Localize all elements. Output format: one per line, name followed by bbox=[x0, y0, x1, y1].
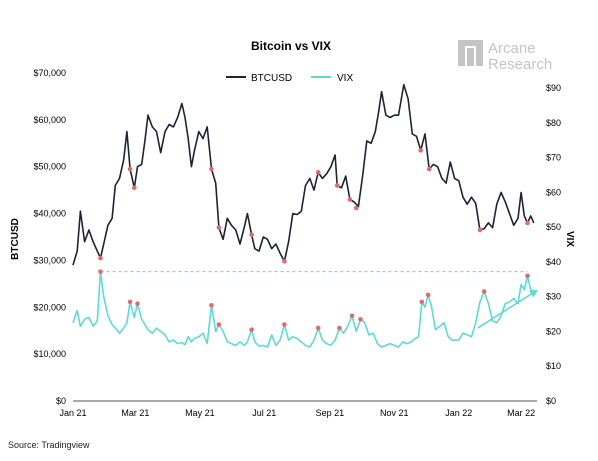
y-right-tick-label: $80 bbox=[546, 118, 561, 128]
y-right-tick-label: $60 bbox=[546, 187, 561, 197]
legend-label-btcusd: BTCUSD bbox=[251, 73, 292, 84]
trend-arrow bbox=[477, 289, 539, 329]
source-note: Source: Tradingview bbox=[8, 440, 90, 450]
vix-marker bbox=[209, 303, 214, 308]
vix-marker bbox=[425, 292, 431, 298]
arcane-logo: Arcane Research bbox=[458, 40, 552, 73]
vix-marker bbox=[349, 313, 355, 319]
vix-marker bbox=[419, 299, 425, 305]
vix-marker bbox=[358, 316, 363, 322]
btc-marker bbox=[98, 255, 103, 261]
x-tick-label: Mar 21 bbox=[121, 408, 149, 418]
vix-marker bbox=[249, 327, 254, 333]
btc-marker bbox=[132, 185, 137, 191]
btc-marker bbox=[525, 220, 530, 226]
x-tick-label: Nov 21 bbox=[380, 408, 409, 418]
x-axis-ticks: Jan 21 Mar 21 May 21 Jul 21 Sep 21 Nov 21 Jan … bbox=[59, 408, 535, 418]
x-tick-label: Mar 22 bbox=[507, 408, 535, 418]
vix-marker bbox=[98, 269, 103, 274]
vix-marker bbox=[337, 325, 342, 331]
x-tick-label: Jan 22 bbox=[445, 408, 472, 418]
y-right-tick-label: $0 bbox=[546, 396, 556, 406]
x-tick-label: Sep 21 bbox=[316, 408, 345, 418]
legend: BTCUSD VIX bbox=[226, 73, 353, 84]
y-axis-right-ticks: $0 $10 $20 $30 $40 $50 $60 $70 $80 $90 bbox=[546, 83, 561, 406]
btc-marker bbox=[347, 197, 353, 202]
vix-marker bbox=[525, 273, 530, 279]
btc-marker bbox=[209, 166, 214, 172]
y-left-tick-label: $70,000 bbox=[33, 68, 66, 78]
logo-line-2: Research bbox=[488, 56, 552, 73]
trend-arrow-head bbox=[529, 289, 539, 298]
btc-marker bbox=[216, 225, 222, 230]
y-right-tick-label: $90 bbox=[546, 83, 561, 93]
vix-marker bbox=[127, 299, 133, 305]
vix-marker bbox=[216, 322, 222, 327]
btc-markers bbox=[98, 148, 530, 264]
btc-marker bbox=[418, 148, 424, 153]
vix-markers bbox=[98, 269, 530, 333]
arcane-logo-icon bbox=[458, 40, 483, 66]
chart-title: Bitcoin vs VIX bbox=[251, 39, 331, 53]
y-axis-left-title: BTCUSD bbox=[10, 218, 21, 260]
x-tick-label: Jan 21 bbox=[59, 408, 86, 418]
vix-marker bbox=[135, 301, 140, 306]
vix-marker bbox=[282, 322, 287, 327]
y-right-tick-label: $50 bbox=[546, 222, 561, 232]
y-right-tick-label: $40 bbox=[546, 257, 561, 267]
y-left-tick-label: $60,000 bbox=[33, 115, 66, 125]
y-right-tick-label: $10 bbox=[546, 361, 561, 371]
y-right-tick-label: $70 bbox=[546, 153, 561, 163]
vix-marker bbox=[315, 325, 321, 331]
series-line-btcusd bbox=[72, 83, 535, 266]
y-left-tick-label: $0 bbox=[56, 396, 66, 406]
vix-marker bbox=[481, 289, 487, 294]
btc-marker bbox=[353, 205, 359, 211]
y-right-tick-label: $20 bbox=[546, 326, 561, 336]
legend-label-vix: VIX bbox=[337, 73, 353, 84]
btc-marker bbox=[315, 170, 321, 175]
y-axis-left-ticks: $0 $10,000 $20,000 $30,000 $40,000 $50,000 $60… bbox=[33, 68, 66, 406]
y-left-tick-label: $10,000 bbox=[33, 349, 66, 359]
y-axis-right-title: VIX bbox=[564, 231, 575, 247]
x-tick-label: Jul 21 bbox=[252, 408, 276, 418]
btc-marker bbox=[249, 232, 254, 237]
y-left-tick-label: $40,000 bbox=[33, 209, 66, 219]
y-left-tick-label: $30,000 bbox=[33, 255, 66, 265]
btc-marker bbox=[477, 227, 483, 233]
trend-arrow-shaft bbox=[477, 293, 532, 329]
btc-marker bbox=[334, 183, 340, 188]
y-right-tick-label: $30 bbox=[546, 292, 561, 302]
logo-line-1: Arcane bbox=[488, 40, 536, 57]
btc-marker bbox=[282, 259, 287, 264]
btc-marker bbox=[426, 166, 432, 172]
series-line-vix bbox=[72, 270, 535, 348]
y-left-tick-label: $20,000 bbox=[33, 302, 66, 312]
x-tick-label: May 21 bbox=[185, 408, 215, 418]
y-left-tick-label: $50,000 bbox=[33, 162, 66, 172]
btc-marker bbox=[127, 166, 133, 172]
